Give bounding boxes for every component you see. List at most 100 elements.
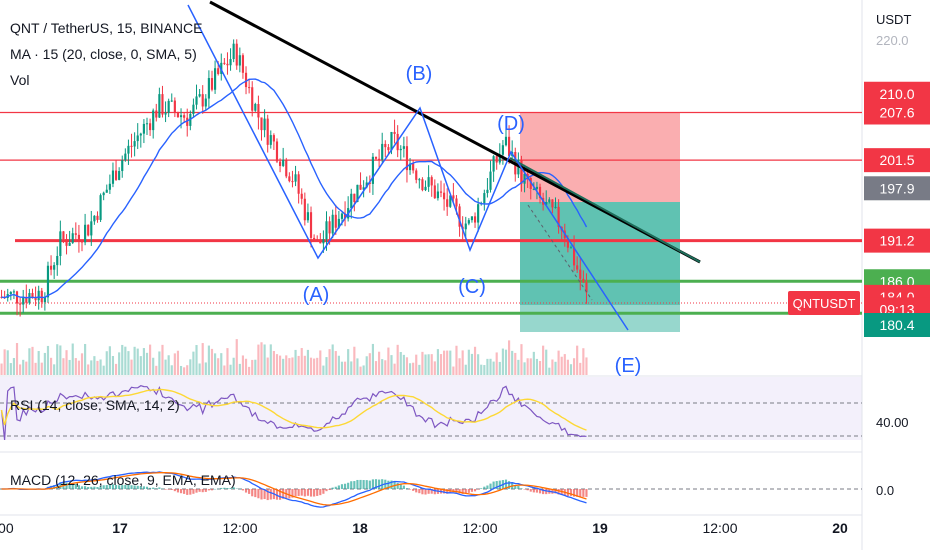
rsi-tick: 40.00	[876, 415, 909, 430]
macd-hist-bar	[365, 480, 368, 489]
macd-hist-bar	[186, 489, 189, 495]
candle-body	[241, 55, 245, 73]
candle-body	[285, 159, 288, 177]
macd-line	[1, 471, 587, 508]
volume-bar	[28, 348, 31, 375]
price-tag-3	[864, 176, 930, 201]
macd-legend[interactable]: MACD (12, 26, close, 9, EMA, EMA)	[10, 472, 236, 488]
macd-hist-bar	[328, 489, 331, 490]
volume-bar	[501, 348, 504, 375]
candle-body	[80, 241, 84, 243]
macd-hist-bar	[405, 488, 409, 489]
ma-legend[interactable]: MA · 15 (20, close, 0, SMA, 5)	[10, 46, 197, 62]
macd-hist-bar	[164, 489, 167, 490]
macd-hist-bar	[458, 489, 461, 494]
candle-body	[371, 156, 374, 184]
volume-bar	[201, 343, 204, 375]
volume-bar	[127, 351, 130, 375]
macd-hist-bar	[207, 489, 210, 491]
volume-bar	[399, 352, 402, 375]
macd-hist-bar	[53, 485, 56, 489]
rsi-legend[interactable]: RSI (14, close, SMA, 14, 2)	[10, 397, 180, 413]
macd-hist-bar	[579, 489, 582, 498]
volume-bar	[53, 364, 56, 375]
candle-body	[56, 255, 59, 266]
volume-bar	[257, 344, 260, 375]
candle-body	[504, 136, 508, 146]
candle-body	[421, 179, 424, 191]
candle-body	[492, 156, 495, 172]
volume-bar	[297, 355, 300, 375]
candle-body	[557, 206, 560, 227]
candle-body	[232, 43, 235, 60]
take-profit-zone[interactable]	[520, 202, 680, 332]
wave-path[interactable]	[187, 4, 629, 331]
candle-body	[433, 185, 436, 199]
volume-bar	[210, 348, 214, 375]
volume-bar	[278, 355, 282, 375]
volume-bar	[195, 345, 198, 375]
macd-hist-bar	[576, 489, 579, 497]
candle-body	[399, 148, 402, 151]
volume-bar	[316, 357, 319, 375]
candle-body	[90, 221, 93, 236]
macd-hist-bar	[161, 488, 164, 490]
volume-bar	[46, 345, 50, 375]
macd-hist-bar	[179, 489, 183, 494]
volume-legend[interactable]: Vol	[10, 72, 29, 88]
descending-trendline[interactable]	[209, 0, 701, 264]
candle-body	[483, 193, 486, 204]
volume-bar	[331, 344, 334, 375]
candle-body	[551, 199, 554, 208]
macd-hist-bar	[461, 489, 464, 494]
volume-bar	[217, 358, 220, 375]
candle-body	[340, 213, 344, 219]
projection-line	[527, 204, 593, 301]
candle-body	[436, 191, 439, 199]
candle-body	[68, 242, 71, 246]
price-tick-top: 220.0	[876, 33, 909, 48]
macd-hist-bar	[149, 487, 152, 489]
macd-hist-bar	[489, 483, 492, 489]
volume-bar	[511, 350, 514, 375]
volume-bar	[77, 360, 80, 375]
candle-body	[275, 141, 279, 162]
candle-body	[415, 170, 418, 180]
volume-bar	[328, 349, 331, 375]
candle-body	[149, 123, 152, 131]
candle-body	[176, 112, 180, 118]
macd-hist-bar	[173, 489, 176, 492]
macd-hist-bar	[59, 482, 62, 489]
macd-hist-bar	[248, 489, 251, 494]
macd-hist-bar	[430, 489, 433, 494]
candle-body	[235, 43, 238, 66]
macd-hist-bar	[198, 489, 201, 492]
volume-bar	[0, 363, 3, 375]
macd-hist-bar	[569, 489, 573, 496]
macd-hist-bar	[303, 489, 306, 497]
candle-body	[22, 296, 25, 305]
volume-bar	[189, 359, 192, 375]
macd-hist-bar	[260, 489, 263, 500]
macd-hist-bar	[105, 485, 108, 489]
macd-hist-bar	[232, 487, 235, 489]
macd-hist-bar	[427, 489, 430, 494]
candle-body	[195, 96, 198, 105]
candle-body	[118, 171, 121, 180]
candle-body	[288, 176, 291, 182]
volume-bar	[446, 350, 449, 375]
macd-hist-bar	[220, 487, 223, 489]
symbol-price-tag	[788, 291, 860, 315]
candle-body	[142, 123, 145, 134]
candle-body	[585, 282, 588, 293]
volume-bar	[368, 353, 371, 375]
chart-title[interactable]: QNT / TetherUS, 15, BINANCE	[10, 20, 202, 36]
macd-hist-bar	[136, 485, 139, 489]
volume-bar	[15, 343, 19, 375]
macd-hist-bar	[452, 489, 455, 493]
macd-hist-bar	[139, 486, 142, 489]
macd-hist-bar	[254, 489, 257, 498]
stop-loss-zone[interactable]	[520, 113, 680, 202]
candle-body	[269, 135, 272, 145]
